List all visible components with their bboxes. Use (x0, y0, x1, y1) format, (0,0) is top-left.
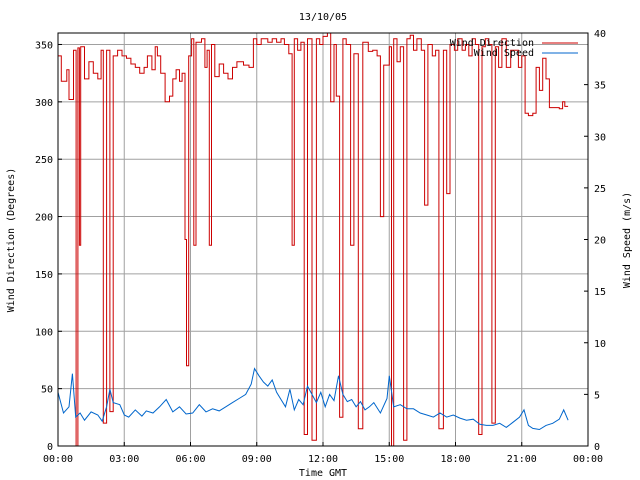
y-left-tick-label: 0 (47, 442, 53, 453)
y-right-tick-label: 40 (594, 29, 606, 40)
y-right-tick-label: 5 (594, 390, 600, 401)
x-tick-label: 03:00 (109, 454, 139, 465)
y-axis-right-label: Wind Speed (m/s) (622, 192, 633, 288)
y-right-tick-label: 20 (594, 236, 606, 247)
legend: Wind Direction Wind Speed (450, 38, 578, 59)
y-left-tick-label: 100 (35, 327, 53, 338)
y-axis-left-label: Wind Direction (Degrees) (6, 168, 17, 313)
x-tick-label: 00:00 (43, 454, 73, 465)
x-tick-label: 06:00 (175, 454, 205, 465)
chart-title: 13/10/05 (299, 12, 347, 23)
y-left-tick-label: 250 (35, 155, 53, 166)
y-right-tick-label: 15 (594, 287, 606, 298)
y-left-tick-label: 200 (35, 213, 53, 224)
legend-label-wind-speed: Wind Speed (474, 48, 534, 59)
y-right-tick-label: 30 (594, 132, 606, 143)
x-tick-label: 18:00 (440, 454, 470, 465)
y-left-tick-label: 300 (35, 98, 53, 109)
series-line-wind-direction (58, 32, 569, 447)
grid-lines (58, 33, 588, 446)
y-right-tick-label: 10 (594, 339, 606, 350)
y-right-tick-label: 0 (594, 442, 600, 453)
axis-ticks: 0 50 100 150 200 250 300 350 0 5 10 15 20 25 30 35 40 00:… (35, 29, 606, 465)
x-tick-label: 21:00 (507, 454, 537, 465)
y-left-tick-label: 350 (35, 40, 53, 51)
x-tick-label: 09:00 (242, 454, 272, 465)
x-tick-label: 15:00 (374, 454, 404, 465)
series-layer (57, 32, 569, 447)
series-line-wind-speed (57, 367, 569, 431)
y-right-tick-label: 25 (594, 184, 606, 195)
y-left-tick-label: 150 (35, 270, 53, 281)
x-axis-label: Time GMT (299, 468, 347, 479)
y-left-tick-label: 50 (41, 385, 53, 396)
legend-label-wind-direction: Wind Direction (450, 38, 534, 49)
y-right-tick-label: 35 (594, 81, 606, 92)
x-tick-label: 12:00 (308, 454, 338, 465)
x-tick-label: 00:00 (573, 454, 603, 465)
